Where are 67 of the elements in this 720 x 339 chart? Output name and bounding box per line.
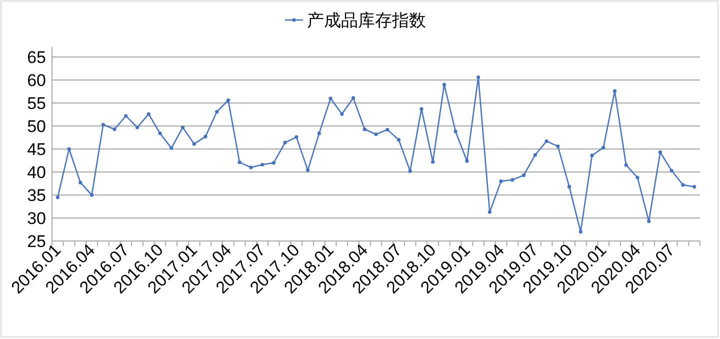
point — [249, 166, 253, 170]
legend-label: 产成品库存指数 — [307, 11, 426, 30]
point — [283, 140, 287, 144]
point — [465, 159, 469, 163]
point — [556, 144, 560, 148]
point — [294, 135, 298, 139]
point — [420, 107, 424, 111]
point — [317, 132, 321, 136]
point — [362, 127, 366, 132]
point — [260, 162, 264, 166]
point — [374, 132, 378, 136]
y-tick-label: 30 — [27, 209, 46, 228]
point — [238, 160, 242, 164]
point — [476, 75, 480, 80]
point — [158, 132, 162, 136]
point — [124, 114, 128, 118]
point — [692, 184, 696, 189]
point — [101, 122, 105, 126]
point — [431, 160, 435, 164]
point — [670, 168, 674, 172]
point — [612, 89, 617, 93]
point — [488, 210, 492, 214]
point — [624, 163, 628, 167]
point — [340, 112, 344, 116]
point — [602, 146, 606, 150]
point — [135, 126, 140, 130]
point — [636, 176, 640, 180]
y-tick-label: 35 — [27, 186, 46, 205]
point — [510, 178, 514, 182]
point — [396, 138, 401, 142]
point — [204, 134, 208, 138]
point — [170, 146, 174, 150]
point — [658, 150, 662, 154]
point — [499, 179, 503, 183]
point — [578, 230, 582, 234]
y-tick-label: 40 — [27, 163, 46, 182]
point — [67, 147, 71, 151]
point — [681, 183, 685, 187]
point — [522, 173, 526, 178]
point — [56, 196, 60, 200]
point — [442, 82, 446, 86]
y-tick-label: 25 — [27, 232, 46, 251]
point — [386, 128, 390, 132]
point — [544, 139, 548, 143]
point — [180, 126, 185, 130]
y-tick-label: 60 — [27, 71, 46, 90]
point — [567, 184, 572, 189]
point — [90, 193, 94, 197]
point — [215, 110, 219, 114]
point — [647, 219, 651, 224]
y-tick-label: 65 — [27, 48, 46, 67]
point — [226, 98, 230, 102]
point — [590, 154, 594, 158]
point — [306, 168, 310, 172]
y-tick-label: 55 — [27, 94, 46, 113]
point — [351, 96, 356, 100]
point — [328, 96, 332, 100]
point — [192, 142, 196, 146]
point — [272, 161, 276, 165]
point — [454, 130, 458, 134]
point — [408, 169, 412, 173]
point — [112, 127, 116, 132]
y-tick-label: 50 — [27, 117, 46, 136]
y-tick-label: 45 — [27, 140, 46, 159]
point — [78, 180, 82, 184]
point — [533, 153, 537, 157]
point — [146, 112, 150, 116]
